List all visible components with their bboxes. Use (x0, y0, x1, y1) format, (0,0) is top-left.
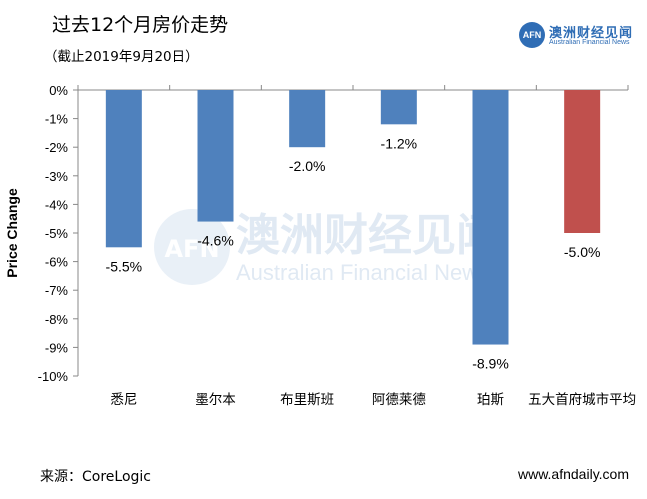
y-tick-label: -1% (45, 112, 69, 127)
chart-title: 过去12个月房价走势 (52, 14, 229, 36)
x-category-label: 五大首府城市平均 (528, 391, 636, 408)
x-category-label: 阿德莱德 (372, 392, 426, 408)
x-category-label: 珀斯 (477, 392, 504, 408)
watermark-en: Australian Financial News (236, 260, 489, 285)
afn-logo: AFN 澳洲财经见闻 Australian Financial News (519, 22, 635, 50)
bar (564, 90, 601, 233)
bar (105, 90, 142, 248)
bar-data-label: -1.2% (381, 135, 418, 151)
y-tick-label: -2% (45, 140, 69, 155)
x-category-label: 悉尼 (110, 392, 137, 408)
y-tick-label: -7% (45, 283, 69, 298)
y-tick-label: -3% (45, 169, 69, 184)
bar-data-label: -5.5% (106, 258, 143, 274)
axes: 0% -1% -2% -3% -4% -5% -6% -7% -8% -9% -10% (38, 83, 629, 384)
bar (472, 90, 509, 345)
watermark: AFN 澳洲财经见闻 Australian Financial News (154, 209, 500, 285)
y-tick-label: -9% (45, 340, 69, 355)
y-tick-label: 0% (49, 83, 68, 98)
data-labels: -5.5% -4.6% -2.0% -1.2% -8.9% -5.0% (106, 135, 601, 371)
bar-data-label: -2.0% (289, 158, 326, 174)
x-category-label: 墨尔本 (195, 392, 236, 408)
logo-name-cn: 澳洲财经见闻 (549, 26, 634, 41)
bar (380, 90, 417, 125)
bar-data-label: -8.9% (472, 356, 509, 372)
bar-data-label: -4.6% (197, 233, 234, 249)
x-tick-labels: 悉尼 墨尔本 布里斯班 阿德莱德 珀斯 五大首府城市平均 (110, 391, 636, 408)
y-tick-label: -6% (45, 255, 69, 270)
bar (289, 90, 326, 148)
watermark-mark: AFN (164, 235, 219, 263)
logo-name-en: Australian Financial News (549, 39, 630, 46)
y-tick-label: -5% (45, 226, 69, 241)
y-axis-label: Price Change (4, 188, 20, 278)
chart-subtitle: （截止2019年9月20日） (44, 49, 199, 65)
watermark-cn: 澳洲财经见闻 (236, 210, 500, 261)
y-tick-label: -10% (38, 369, 69, 384)
bar-data-label: -5.0% (564, 244, 601, 260)
y-tick-label: -4% (45, 197, 69, 212)
website-url: www.afndaily.com (517, 466, 629, 482)
afn-logo-icon: AFN (519, 22, 545, 48)
x-category-label: 布里斯班 (280, 392, 334, 408)
bar (197, 90, 234, 222)
source-note: 来源：CoreLogic (40, 469, 151, 485)
bars (105, 90, 601, 345)
y-tick-label: -8% (45, 312, 69, 327)
